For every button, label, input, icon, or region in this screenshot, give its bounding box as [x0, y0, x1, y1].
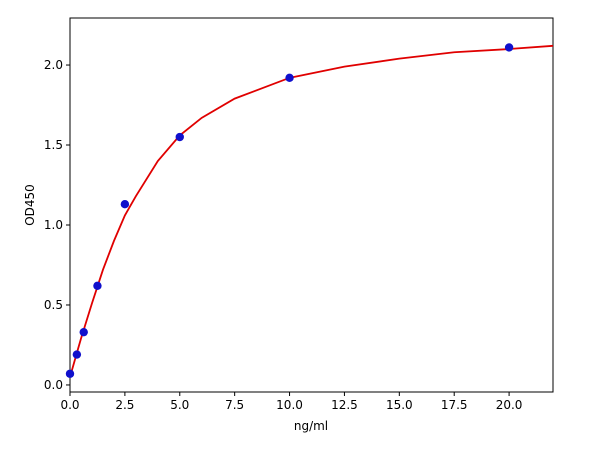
y-tick-label: 1.0 [44, 218, 63, 232]
y-tick-label: 1.5 [44, 138, 63, 152]
x-tick-label: 7.5 [225, 398, 244, 412]
x-tick-label: 15.0 [386, 398, 413, 412]
x-tick-label: 17.5 [441, 398, 468, 412]
x-tick-label: 12.5 [331, 398, 358, 412]
data-point [504, 43, 514, 52]
x-tick-label: 10.0 [276, 398, 303, 412]
y-tick-label: 0.5 [44, 298, 63, 312]
data-point [93, 281, 102, 290]
x-tick-label: 2.5 [115, 398, 134, 412]
data-point [79, 327, 88, 337]
y-tick-label: 0.0 [44, 378, 63, 392]
x-tick-label: 0.0 [60, 398, 79, 412]
data-point [65, 369, 75, 378]
y-axis-label: OD450 [23, 184, 37, 226]
data-point [175, 132, 184, 142]
plot-frame [69, 17, 554, 393]
fit-curve [69, 44, 554, 378]
x-tick-label: 5.0 [170, 398, 189, 412]
data-point [285, 73, 294, 83]
data-point [72, 350, 82, 359]
x-axis-label: ng/ml [294, 419, 328, 433]
y-tick-label: 2.0 [44, 58, 63, 72]
data-point [120, 200, 130, 209]
x-tick-label: 20.0 [496, 398, 523, 412]
